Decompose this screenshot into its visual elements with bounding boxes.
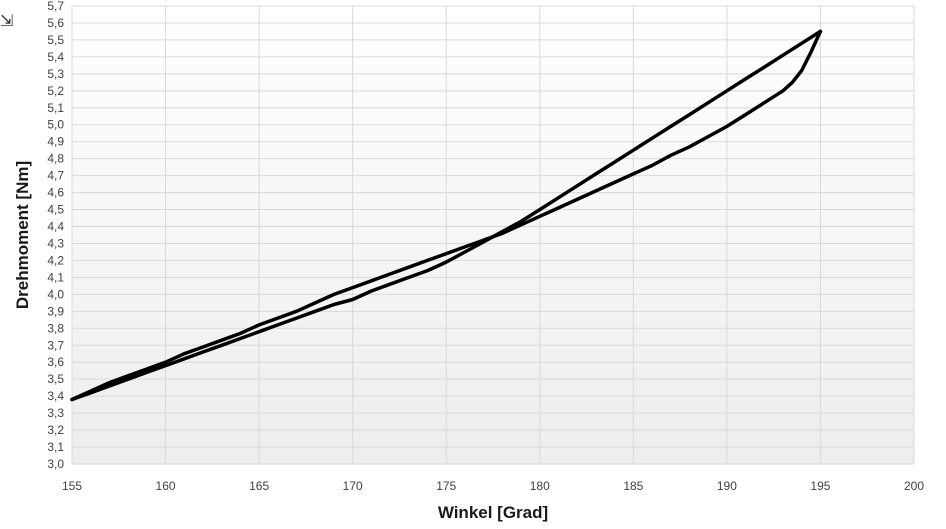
y-tick-label: 5,0 (47, 118, 64, 132)
series-line-unloading (70, 29, 823, 402)
move-cursor-icon: ⇲ (0, 11, 13, 30)
y-tick-label: 3,8 (47, 321, 64, 335)
y-tick-label: 5,4 (47, 50, 64, 64)
x-tick-label: 185 (623, 479, 643, 493)
grid (71, 5, 915, 465)
x-tick-label: 160 (156, 479, 176, 493)
y-tick-label: 3,3 (47, 406, 64, 420)
x-tick-label: 155 (62, 479, 82, 493)
y-tick-label: 4,3 (47, 236, 64, 250)
y-tick-label: 5,6 (47, 16, 64, 30)
y-tick-label: 3,6 (47, 355, 64, 369)
y-tick-label: 3,0 (47, 457, 64, 471)
x-tick-label: 200 (904, 479, 924, 493)
y-axis-ticks: 3,0 3,1 3,2 3,3 3,4 3,5 3,6 3,7 3,8 3,9 4,0 4,1 4,2 4… (47, 0, 64, 471)
y-tick-label: 4,6 (47, 186, 64, 200)
y-tick-label: 4,2 (47, 253, 64, 267)
y-tick-label: 3,1 (47, 440, 64, 454)
x-tick-label: 195 (810, 479, 830, 493)
y-tick-label: 5,2 (47, 84, 64, 98)
y-tick-label: 4,1 (47, 270, 64, 284)
y-axis-title: Drehmoment [Nm] (13, 161, 32, 309)
y-tick-label: 4,9 (47, 135, 64, 149)
x-axis-title: Winkel [Grad] (438, 503, 548, 522)
x-axis-ticks: 155 160 165 170 175 180 185 190 195 200 (62, 479, 924, 493)
series-line-loading (70, 29, 823, 402)
y-tick-label: 4,0 (47, 287, 64, 301)
x-tick-label: 165 (249, 479, 269, 493)
x-tick-label: 175 (436, 479, 456, 493)
y-tick-label: 4,7 (47, 169, 64, 183)
y-tick-label: 4,8 (47, 152, 64, 166)
y-tick-label: 5,5 (47, 33, 64, 47)
y-tick-label: 4,5 (47, 203, 64, 217)
y-tick-label: 5,1 (47, 101, 64, 115)
y-tick-label: 3,5 (47, 372, 64, 386)
x-tick-label: 170 (343, 479, 363, 493)
series-group (70, 29, 823, 402)
y-tick-label: 5,3 (47, 67, 64, 81)
y-tick-label: 4,4 (47, 220, 64, 234)
x-tick-label: 180 (530, 479, 550, 493)
x-tick-label: 190 (717, 479, 737, 493)
y-tick-label: 3,4 (47, 389, 64, 403)
svg-text:⇲: ⇲ (0, 11, 13, 30)
y-tick-label: 3,7 (47, 338, 64, 352)
y-tick-label: 3,2 (47, 423, 64, 437)
y-tick-label: 3,9 (47, 304, 64, 318)
y-tick-label: 5,7 (47, 0, 64, 13)
